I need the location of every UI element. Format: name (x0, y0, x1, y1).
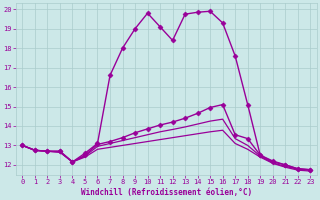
X-axis label: Windchill (Refroidissement éolien,°C): Windchill (Refroidissement éolien,°C) (81, 188, 252, 197)
